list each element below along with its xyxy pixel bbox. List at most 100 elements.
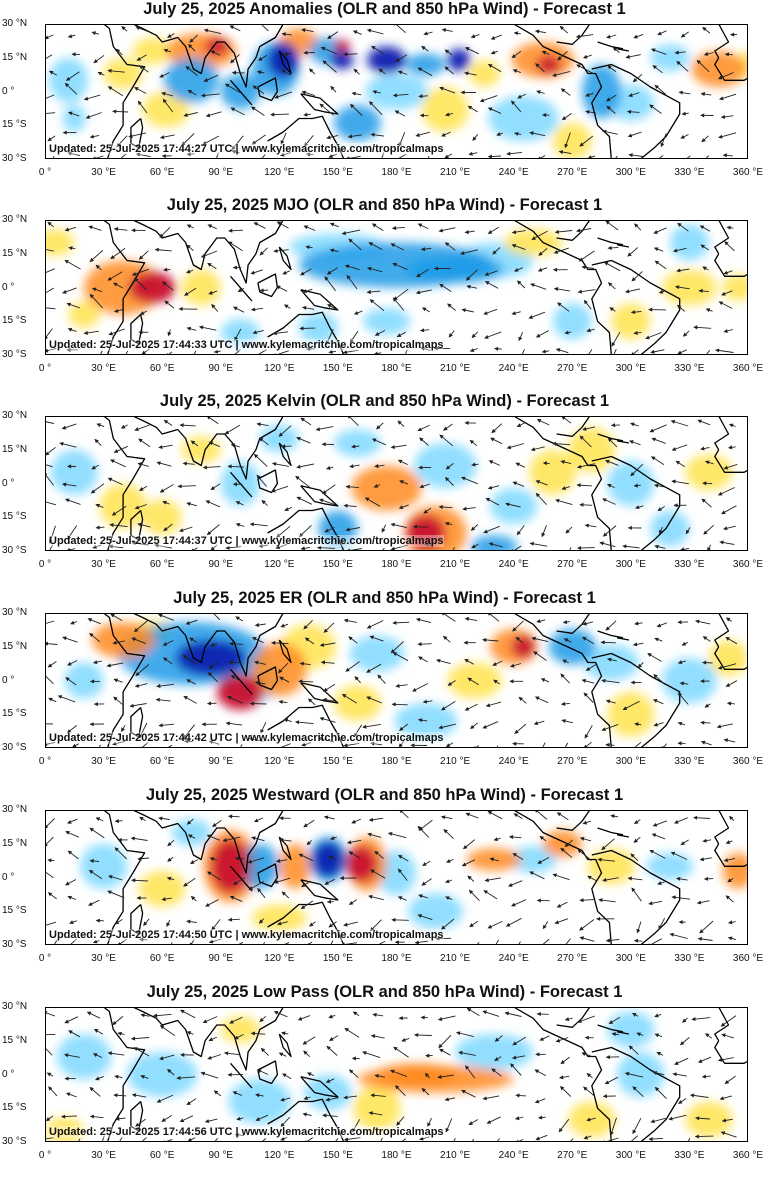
lat-tick-label: 0 °	[2, 1069, 14, 1080]
olr-anomaly-blob	[63, 105, 86, 132]
olr-anomaly-blob	[211, 839, 250, 893]
lon-tick-label: 300 °E	[616, 953, 646, 964]
olr-anomaly-blob	[80, 844, 127, 889]
olr-anomaly-blob	[607, 461, 654, 506]
lon-tick-label: 0 °	[39, 953, 51, 964]
lon-tick-label: 240 °E	[499, 1150, 529, 1161]
lat-tick-label: 30 °S	[2, 939, 27, 950]
olr-anomaly-blob	[414, 443, 476, 488]
lon-tick-label: 360 °E	[733, 167, 763, 178]
olr-anomaly-blob	[447, 49, 470, 72]
lon-tick-label: 60 °E	[150, 559, 175, 570]
updated-stamp: Updated: 25-Jul-2025 17:44:37 UTC | www.…	[49, 535, 444, 547]
lon-tick-label: 150 °E	[323, 756, 353, 767]
olr-anomaly-blob	[553, 303, 592, 339]
panel-title: July 25, 2025 Low Pass (OLR and 850 hPa …	[0, 983, 769, 1002]
olr-anomaly-blob	[662, 270, 717, 306]
lat-tick-label: 30 °N	[2, 214, 27, 225]
olr-anomaly-blob	[367, 47, 406, 74]
olr-anomaly-blob	[92, 622, 154, 658]
olr-anomaly-blob	[422, 87, 469, 132]
lon-tick-label: 120 °E	[264, 167, 294, 178]
lon-tick-label: 30 °E	[91, 1150, 116, 1161]
lon-tick-label: 150 °E	[323, 953, 353, 964]
olr-anomaly-blob	[217, 674, 264, 710]
olr-wind-map	[45, 1007, 748, 1142]
lon-tick-label: 330 °E	[674, 363, 704, 374]
lat-tick-label: 15 °S	[2, 119, 27, 130]
lon-tick-label: 0 °	[39, 363, 51, 374]
olr-wind-map	[45, 220, 748, 355]
lon-tick-label: 240 °E	[499, 559, 529, 570]
olr-anomaly-blob	[229, 1079, 291, 1124]
lat-tick-label: 0 °	[2, 86, 14, 97]
map-canvas	[45, 24, 748, 159]
lon-tick-label: 300 °E	[616, 167, 646, 178]
lon-tick-label: 90 °E	[208, 1150, 233, 1161]
lon-tick-label: 210 °E	[440, 1150, 470, 1161]
olr-anomaly-blob	[143, 499, 182, 535]
lat-tick-label: 30 °N	[2, 1001, 27, 1012]
olr-anomaly-blob	[182, 436, 221, 463]
lat-tick-label: 30 °N	[2, 410, 27, 421]
lon-tick-label: 60 °E	[150, 1150, 175, 1161]
olr-anomaly-blob	[352, 466, 422, 511]
lon-tick-label: 150 °E	[323, 363, 353, 374]
panel-title: July 25, 2025 Westward (OLR and 850 hPa …	[0, 786, 769, 805]
olr-anomaly-blob	[490, 488, 537, 524]
lon-tick-label: 30 °E	[91, 953, 116, 964]
lon-tick-label: 30 °E	[91, 559, 116, 570]
lon-tick-label: 120 °E	[264, 756, 294, 767]
lon-tick-label: 330 °E	[674, 167, 704, 178]
olr-anomaly-blob	[334, 685, 381, 721]
lat-tick-label: 15 °N	[2, 838, 27, 849]
lon-tick-label: 270 °E	[557, 559, 587, 570]
lon-tick-label: 210 °E	[440, 559, 470, 570]
lat-tick-label: 30 °S	[2, 545, 27, 556]
panel-title: July 25, 2025 MJO (OLR and 850 hPa Wind)…	[0, 196, 769, 215]
lon-tick-label: 270 °E	[557, 756, 587, 767]
map-panel-kelvin: July 25, 2025 Kelvin (OLR and 850 hPa Wi…	[0, 392, 769, 588]
map-panel-westward: July 25, 2025 Westward (OLR and 850 hPa …	[0, 786, 769, 982]
olr-anomaly-blob	[650, 511, 689, 547]
map-canvas	[45, 220, 748, 355]
lon-tick-label: 360 °E	[733, 756, 763, 767]
lat-tick-label: 0 °	[2, 872, 14, 883]
olr-anomaly-blob	[406, 256, 504, 283]
olr-anomaly-blob	[363, 308, 410, 335]
olr-anomaly-blob	[611, 303, 650, 339]
lon-tick-label: 300 °E	[616, 363, 646, 374]
olr-wind-map	[45, 24, 748, 159]
olr-wind-map	[45, 416, 748, 551]
map-panel-lowpass: July 25, 2025 Low Pass (OLR and 850 hPa …	[0, 983, 769, 1179]
lon-tick-label: 180 °E	[381, 1150, 411, 1161]
map-canvas	[45, 613, 748, 748]
panel-title: July 25, 2025 ER (OLR and 850 hPa Wind) …	[0, 589, 769, 608]
map-panel-anomalies: July 25, 2025 Anomalies (OLR and 850 hPa…	[0, 0, 769, 196]
lat-tick-label: 30 °N	[2, 18, 27, 29]
lon-tick-label: 0 °	[39, 167, 51, 178]
lon-tick-label: 0 °	[39, 559, 51, 570]
lon-tick-label: 240 °E	[499, 363, 529, 374]
lon-tick-label: 30 °E	[91, 756, 116, 767]
lon-tick-label: 180 °E	[381, 756, 411, 767]
olr-anomaly-blob	[104, 58, 143, 90]
panel-title: July 25, 2025 Anomalies (OLR and 850 hPa…	[0, 0, 769, 19]
lon-tick-label: 120 °E	[264, 559, 294, 570]
olr-anomaly-blob	[512, 636, 535, 659]
lon-tick-label: 300 °E	[616, 559, 646, 570]
map-panel-er: July 25, 2025 ER (OLR and 850 hPa Wind) …	[0, 589, 769, 785]
lon-tick-label: 90 °E	[208, 756, 233, 767]
lat-tick-label: 30 °S	[2, 153, 27, 164]
lat-tick-label: 0 °	[2, 675, 14, 686]
updated-stamp: Updated: 25-Jul-2025 17:44:50 UTC | www.…	[49, 929, 444, 941]
lon-tick-label: 270 °E	[557, 1150, 587, 1161]
olr-anomaly-blob	[252, 905, 307, 932]
lon-tick-label: 270 °E	[557, 363, 587, 374]
lon-tick-label: 30 °E	[91, 167, 116, 178]
lon-tick-label: 270 °E	[557, 167, 587, 178]
olr-anomaly-blob	[260, 425, 299, 452]
olr-anomaly-blob	[354, 1086, 401, 1131]
lat-tick-label: 15 °S	[2, 511, 27, 522]
lat-tick-label: 15 °N	[2, 1035, 27, 1046]
